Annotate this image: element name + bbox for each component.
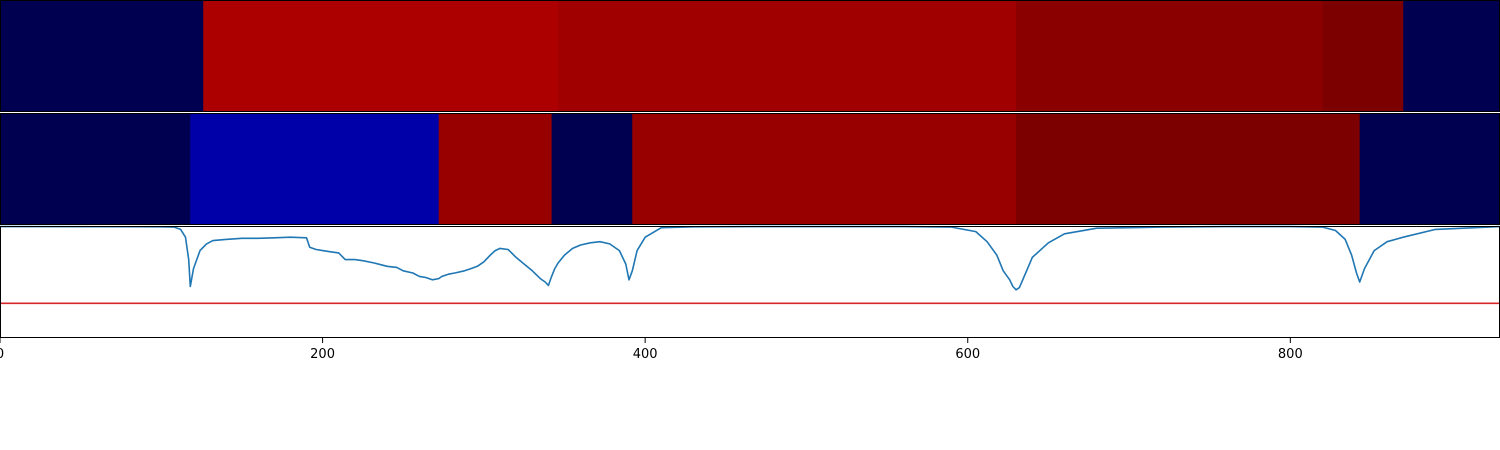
line-panel	[0, 225, 1500, 338]
x-tick-label: 0	[0, 347, 4, 362]
heatmap-segment	[203, 0, 559, 112]
heatmap-segment	[1322, 0, 1404, 112]
heatmap-segment	[438, 113, 553, 225]
heatmap-segment	[632, 113, 1017, 225]
heatmap-segment	[1403, 0, 1500, 112]
heatmap-segment	[1016, 0, 1324, 112]
heatmap-segment	[1016, 113, 1361, 225]
heatmap-segment	[190, 113, 440, 225]
x-tick-label: 800	[1278, 347, 1303, 362]
heatmap-segment	[551, 113, 633, 225]
heatmap-row-1	[0, 0, 1500, 112]
heatmap-segment	[0, 113, 191, 225]
heatmap-row-2	[0, 113, 1500, 225]
x-tick-label: 200	[310, 347, 335, 362]
signal-line	[0, 225, 1500, 291]
line-panel-background	[0, 226, 1500, 338]
x-tick-label: 600	[955, 347, 980, 362]
heatmap-segment	[0, 0, 204, 112]
heatmap-segment	[1359, 113, 1500, 225]
heatmap-segment	[558, 0, 1017, 112]
x-tick-label: 400	[633, 347, 658, 362]
x-axis: 0 200 400 600 800	[0, 338, 1303, 362]
